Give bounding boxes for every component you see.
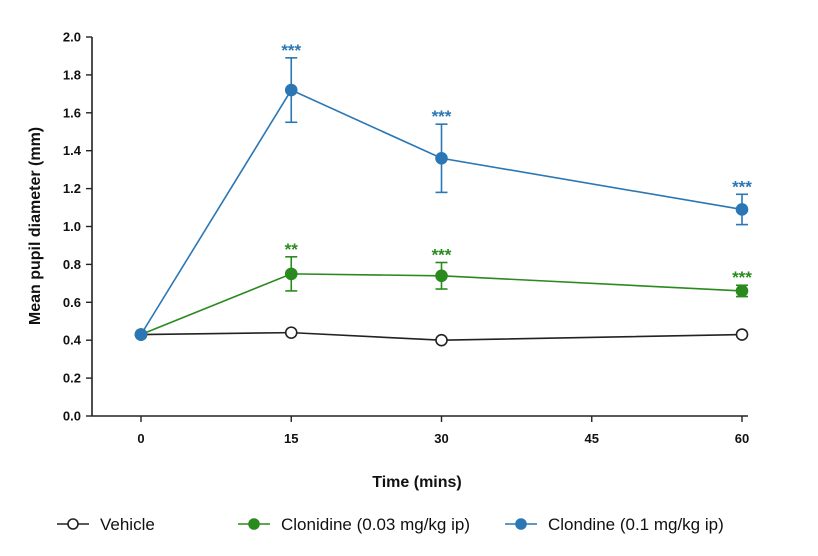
series-line: [140, 273, 743, 336]
x-tick-label: 45: [585, 431, 599, 446]
x-axis-title: Time (mins): [372, 474, 462, 491]
plot-area: 0.0 0.2 0.4 0.6 0.8 1.0 1.2 1.4 1.6 1.8 2.0 0 15 30 45…: [63, 30, 752, 447]
y-tick-label: 2.0: [63, 30, 81, 45]
data-point: [284, 326, 298, 339]
data-point: [735, 284, 749, 298]
y-tick-label: 1.6: [63, 105, 81, 120]
data-point: [284, 267, 298, 281]
legend: Vehicle Clonidine (0.03 mg/kg ip) Clondine…: [57, 515, 724, 534]
legend-marker: [67, 518, 79, 530]
legend-label: Vehicle: [100, 515, 155, 534]
x-tick-label: 60: [735, 431, 749, 446]
x-tick-label: 15: [284, 431, 298, 446]
data-point: [435, 269, 448, 283]
significance-label: ***: [432, 246, 452, 265]
data-point: [735, 328, 749, 341]
x-tick-label: 0: [137, 431, 144, 446]
y-tick-label: 0.4: [63, 333, 82, 348]
data-point: [735, 203, 749, 216]
y-tick-label: 1.2: [63, 181, 81, 196]
y-tick-label: 0.6: [63, 295, 81, 310]
y-tick-label: 1.0: [63, 219, 81, 234]
series-line: [140, 331, 743, 342]
legend-marker: [248, 518, 260, 530]
data-point: [284, 83, 298, 97]
x-tick-label: 30: [434, 431, 448, 446]
series-line: [140, 89, 743, 335]
y-tick-label: 0.2: [63, 371, 81, 386]
y-tick-label: 0.8: [63, 257, 81, 272]
legend-marker: [515, 518, 527, 530]
significance-label: **: [285, 240, 299, 259]
y-tick-label: 1.4: [63, 143, 82, 158]
significance-label: ***: [732, 177, 752, 196]
legend-label: Clondine (0.1 mg/kg ip): [548, 515, 724, 534]
significance-label: ***: [732, 268, 752, 287]
data-point: [435, 333, 448, 347]
significance-label: ***: [432, 107, 452, 126]
y-tick-label: 0.0: [63, 409, 81, 424]
y-tick-label: 1.8: [63, 67, 81, 82]
data-point: [435, 151, 448, 165]
legend-label: Clonidine (0.03 mg/kg ip): [281, 515, 470, 534]
significance-label: ***: [281, 41, 301, 60]
y-axis-title: Mean pupil diameter (mm): [27, 127, 44, 325]
data-point: [134, 328, 148, 341]
